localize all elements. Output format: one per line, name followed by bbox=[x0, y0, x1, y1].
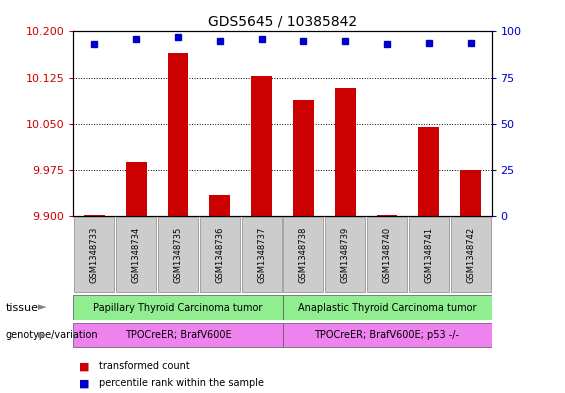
Bar bbox=[199, 217, 240, 292]
Bar bbox=[325, 217, 366, 292]
Text: GSM1348739: GSM1348739 bbox=[341, 226, 350, 283]
Bar bbox=[251, 76, 272, 216]
Text: ►: ► bbox=[38, 330, 47, 340]
Bar bbox=[116, 217, 157, 292]
Text: genotype/variation: genotype/variation bbox=[6, 330, 98, 340]
Bar bbox=[377, 215, 398, 216]
Text: ►: ► bbox=[38, 303, 47, 312]
Bar bbox=[334, 88, 356, 216]
Bar bbox=[125, 162, 147, 216]
Bar bbox=[73, 295, 282, 320]
Bar bbox=[241, 217, 282, 292]
Text: ■: ■ bbox=[79, 361, 90, 371]
Bar bbox=[282, 295, 492, 320]
Bar bbox=[209, 195, 231, 216]
Text: GSM1348738: GSM1348738 bbox=[299, 226, 308, 283]
Text: percentile rank within the sample: percentile rank within the sample bbox=[99, 378, 264, 388]
Text: GSM1348742: GSM1348742 bbox=[466, 226, 475, 283]
Bar bbox=[460, 170, 481, 216]
Bar bbox=[167, 53, 189, 216]
Text: transformed count: transformed count bbox=[99, 361, 190, 371]
Text: GSM1348740: GSM1348740 bbox=[383, 226, 392, 283]
Text: tissue: tissue bbox=[6, 303, 38, 312]
Text: GSM1348733: GSM1348733 bbox=[90, 226, 99, 283]
Text: Anaplastic Thyroid Carcinoma tumor: Anaplastic Thyroid Carcinoma tumor bbox=[298, 303, 476, 312]
Bar bbox=[293, 100, 314, 216]
Text: GSM1348741: GSM1348741 bbox=[424, 226, 433, 283]
Text: GSM1348735: GSM1348735 bbox=[173, 226, 182, 283]
Bar bbox=[283, 217, 324, 292]
Bar bbox=[418, 127, 440, 216]
Bar bbox=[158, 217, 198, 292]
Bar bbox=[73, 323, 282, 347]
Text: GSM1348737: GSM1348737 bbox=[257, 226, 266, 283]
Bar bbox=[408, 217, 449, 292]
Bar bbox=[367, 217, 407, 292]
Bar bbox=[74, 217, 115, 292]
Bar bbox=[282, 323, 492, 347]
Text: GSM1348736: GSM1348736 bbox=[215, 226, 224, 283]
Text: GSM1348734: GSM1348734 bbox=[132, 226, 141, 283]
Text: TPOCreER; BrafV600E: TPOCreER; BrafV600E bbox=[125, 330, 231, 340]
Text: TPOCreER; BrafV600E; p53 -/-: TPOCreER; BrafV600E; p53 -/- bbox=[315, 330, 459, 340]
Text: ■: ■ bbox=[79, 378, 90, 388]
Bar bbox=[450, 217, 491, 292]
Text: Papillary Thyroid Carcinoma tumor: Papillary Thyroid Carcinoma tumor bbox=[93, 303, 263, 312]
Bar bbox=[84, 215, 105, 216]
Title: GDS5645 / 10385842: GDS5645 / 10385842 bbox=[208, 15, 357, 29]
